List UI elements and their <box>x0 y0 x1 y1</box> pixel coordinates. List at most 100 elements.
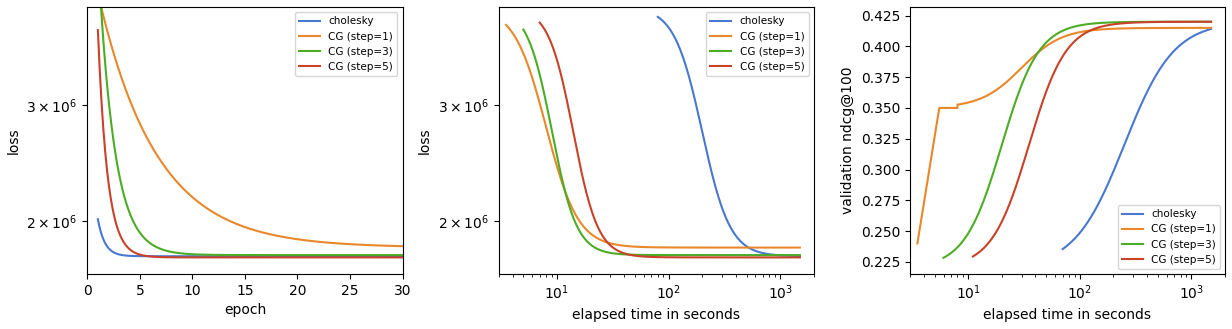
CG (step=1) <box>933 106 947 110</box>
cholesky <box>1055 247 1069 251</box>
cholesky <box>770 253 785 257</box>
Legend: cholesky, CG (step=1), CG (step=3), CG (step=5): cholesky, CG (step=1), CG (step=3), CG (… <box>1117 205 1220 269</box>
CG (step=3) <box>272 253 287 257</box>
cholesky <box>650 15 665 19</box>
CG (step=5) <box>966 255 981 259</box>
cholesky <box>734 240 749 244</box>
Y-axis label: loss: loss <box>418 127 432 154</box>
CG (step=1) <box>765 245 780 249</box>
cholesky <box>1143 83 1158 87</box>
CG (step=3) <box>1094 21 1109 25</box>
CG (step=1) <box>952 102 967 106</box>
CG (step=3) <box>936 256 951 260</box>
CG (step=1) <box>673 245 687 249</box>
Line: CG (step=3): CG (step=3) <box>524 30 800 255</box>
cholesky <box>388 254 403 258</box>
X-axis label: elapsed time in seconds: elapsed time in seconds <box>983 308 1152 322</box>
Line: CG (step=5): CG (step=5) <box>540 23 800 257</box>
CG (step=1) <box>340 242 355 246</box>
CG (step=3) <box>1179 20 1194 24</box>
CG (step=1) <box>395 244 410 248</box>
CG (step=1) <box>915 207 930 211</box>
cholesky <box>650 15 665 19</box>
CG (step=1) <box>500 24 515 28</box>
CG (step=5) <box>388 255 403 259</box>
CG (step=5) <box>1108 22 1122 26</box>
Legend: cholesky, CG (step=1), CG (step=3), CG (step=5): cholesky, CG (step=1), CG (step=3), CG (… <box>294 12 397 76</box>
CG (step=3) <box>1095 21 1110 25</box>
CG (step=5) <box>340 255 355 259</box>
cholesky <box>395 254 410 258</box>
cholesky <box>779 254 793 258</box>
Legend: cholesky, CG (step=1), CG (step=3), CG (step=5): cholesky, CG (step=1), CG (step=3), CG (… <box>706 12 808 76</box>
CG (step=1) <box>679 245 694 249</box>
CG (step=3) <box>1162 20 1177 24</box>
CG (step=5) <box>752 255 766 259</box>
CG (step=3) <box>340 253 355 257</box>
CG (step=1) <box>255 231 270 235</box>
CG (step=3) <box>792 253 807 257</box>
CG (step=5) <box>395 255 410 259</box>
cholesky <box>235 254 250 258</box>
CG (step=5) <box>1181 20 1196 24</box>
Line: CG (step=1): CG (step=1) <box>918 28 1211 243</box>
cholesky <box>792 254 807 258</box>
CG (step=1) <box>910 241 925 245</box>
CG (step=5) <box>686 255 701 259</box>
cholesky <box>90 217 105 221</box>
cholesky <box>1204 27 1218 31</box>
CG (step=3) <box>395 253 410 257</box>
X-axis label: epoch: epoch <box>224 303 266 317</box>
cholesky <box>1146 78 1161 82</box>
Line: CG (step=3): CG (step=3) <box>944 22 1211 258</box>
CG (step=5) <box>1204 20 1218 24</box>
CG (step=5) <box>90 28 105 32</box>
CG (step=5) <box>792 255 807 259</box>
cholesky <box>255 254 270 258</box>
CG (step=3) <box>517 29 532 33</box>
cholesky <box>1056 247 1071 251</box>
CG (step=5) <box>1106 22 1121 26</box>
CG (step=1) <box>747 245 761 249</box>
Line: CG (step=5): CG (step=5) <box>97 30 403 257</box>
Y-axis label: loss: loss <box>7 127 21 154</box>
CG (step=1) <box>499 23 514 27</box>
cholesky <box>737 243 752 247</box>
Line: cholesky: cholesky <box>658 17 800 256</box>
cholesky <box>1190 32 1205 36</box>
cholesky <box>341 254 356 258</box>
CG (step=1) <box>237 225 251 229</box>
cholesky <box>237 254 251 258</box>
CG (step=1) <box>1204 26 1218 30</box>
CG (step=5) <box>1167 20 1181 24</box>
CG (step=3) <box>685 253 700 257</box>
CG (step=1) <box>388 244 403 248</box>
Line: CG (step=1): CG (step=1) <box>506 25 800 247</box>
CG (step=3) <box>516 28 531 32</box>
CG (step=5) <box>272 255 287 259</box>
CG (step=5) <box>1111 22 1126 26</box>
CG (step=3) <box>255 253 270 257</box>
Y-axis label: validation ndcg@100: validation ndcg@100 <box>841 67 855 214</box>
cholesky <box>340 254 355 258</box>
CG (step=1) <box>1095 27 1110 31</box>
CG (step=5) <box>687 255 702 259</box>
CG (step=5) <box>235 255 250 259</box>
CG (step=5) <box>691 255 706 259</box>
CG (step=5) <box>255 255 270 259</box>
X-axis label: elapsed time in seconds: elapsed time in seconds <box>572 308 740 322</box>
CG (step=5) <box>533 22 548 26</box>
CG (step=5) <box>768 255 782 259</box>
CG (step=1) <box>272 234 287 238</box>
CG (step=5) <box>966 254 981 258</box>
CG (step=3) <box>237 253 251 257</box>
CG (step=3) <box>766 253 781 257</box>
Line: CG (step=1): CG (step=1) <box>97 0 403 246</box>
Line: CG (step=5): CG (step=5) <box>973 22 1211 257</box>
CG (step=3) <box>680 253 695 257</box>
Line: cholesky: cholesky <box>97 219 403 256</box>
cholesky <box>272 254 287 258</box>
CG (step=3) <box>388 253 403 257</box>
CG (step=3) <box>938 255 952 259</box>
CG (step=1) <box>978 94 993 98</box>
